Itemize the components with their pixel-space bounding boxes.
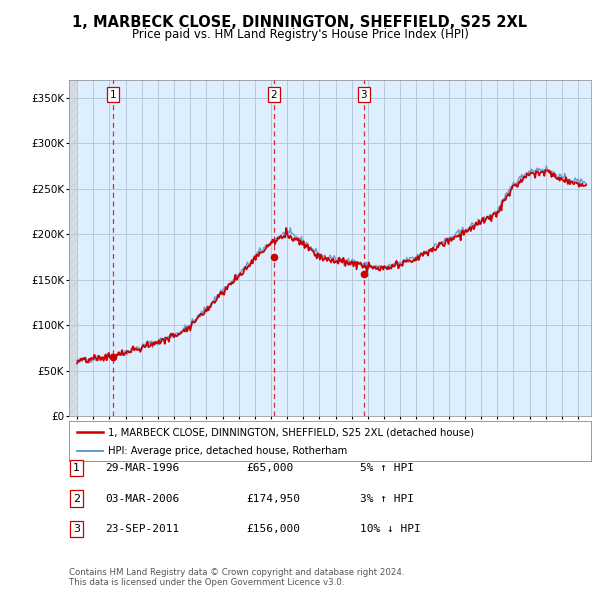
Text: 1, MARBECK CLOSE, DINNINGTON, SHEFFIELD, S25 2XL: 1, MARBECK CLOSE, DINNINGTON, SHEFFIELD,… <box>73 15 527 30</box>
Bar <box>69 80 77 416</box>
Text: 1, MARBECK CLOSE, DINNINGTON, SHEFFIELD, S25 2XL (detached house): 1, MARBECK CLOSE, DINNINGTON, SHEFFIELD,… <box>108 427 474 437</box>
Text: 2: 2 <box>271 90 277 100</box>
Text: £65,000: £65,000 <box>246 463 293 473</box>
Text: Price paid vs. HM Land Registry's House Price Index (HPI): Price paid vs. HM Land Registry's House … <box>131 28 469 41</box>
Text: 3: 3 <box>361 90 367 100</box>
Text: £156,000: £156,000 <box>246 525 300 534</box>
Text: 29-MAR-1996: 29-MAR-1996 <box>105 463 179 473</box>
Text: 1: 1 <box>110 90 116 100</box>
Text: 03-MAR-2006: 03-MAR-2006 <box>105 494 179 503</box>
Text: 10% ↓ HPI: 10% ↓ HPI <box>360 525 421 534</box>
Text: Contains HM Land Registry data © Crown copyright and database right 2024.
This d: Contains HM Land Registry data © Crown c… <box>69 568 404 587</box>
Text: 3: 3 <box>73 525 80 534</box>
Text: 1: 1 <box>73 463 80 473</box>
Text: £174,950: £174,950 <box>246 494 300 503</box>
Text: 2: 2 <box>73 494 80 503</box>
Text: 3% ↑ HPI: 3% ↑ HPI <box>360 494 414 503</box>
Text: HPI: Average price, detached house, Rotherham: HPI: Average price, detached house, Roth… <box>108 445 347 455</box>
Text: 5% ↑ HPI: 5% ↑ HPI <box>360 463 414 473</box>
Text: 23-SEP-2011: 23-SEP-2011 <box>105 525 179 534</box>
